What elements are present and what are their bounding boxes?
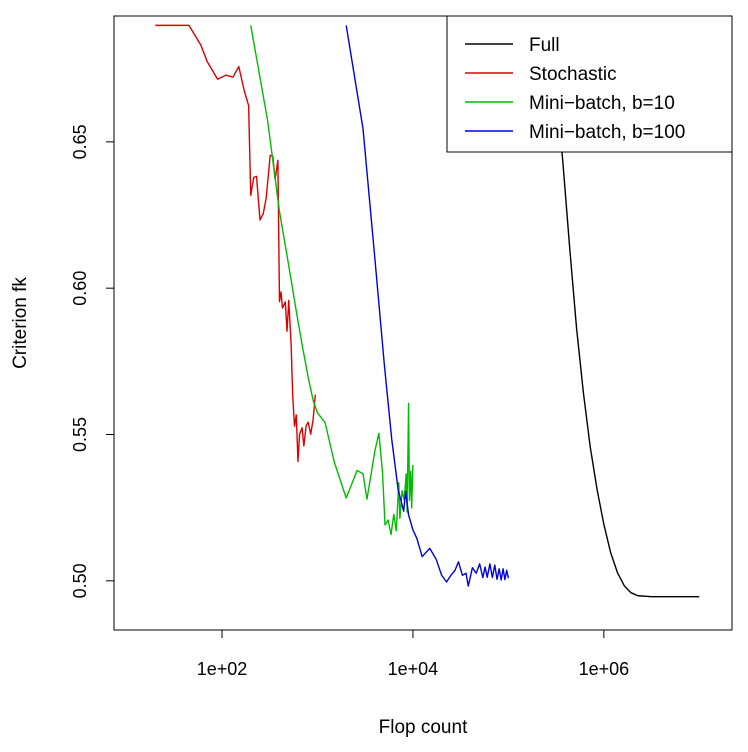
- x-tick-label: 1e+06: [579, 659, 630, 679]
- y-axis-title: Criterion fk: [10, 277, 31, 369]
- y-axis: 0.50 0.55 0.60 0.65: [70, 124, 115, 598]
- y-tick-label: 0.65: [70, 124, 90, 159]
- y-tick-label: 0.60: [70, 271, 90, 306]
- series-line-mini-batch-b-10: [250, 25, 414, 536]
- series-line-stochastic: [155, 24, 317, 463]
- legend-label: Mini−batch, b=100: [529, 122, 685, 143]
- y-tick-label: 0.55: [70, 417, 90, 452]
- x-axis: 1e+02 1e+04 1e+06: [197, 629, 630, 679]
- legend: Full Stochastic Mini−batch, b=10 Mini−batch…: [446, 15, 733, 153]
- legend-label: Full: [529, 35, 560, 56]
- y-tick-label: 0.50: [70, 563, 90, 598]
- series-lines: [155, 24, 700, 598]
- series-line-mini-batch-b-100: [345, 25, 510, 587]
- legend-box: [446, 15, 733, 153]
- x-tick-label: 1e+04: [388, 659, 439, 679]
- x-tick-label: 1e+02: [197, 659, 248, 679]
- legend-label: Mini−batch, b=10: [529, 93, 675, 114]
- series-line-full: [548, 34, 700, 598]
- legend-label: Stochastic: [529, 64, 617, 85]
- x-axis-title: Flop count: [379, 717, 468, 738]
